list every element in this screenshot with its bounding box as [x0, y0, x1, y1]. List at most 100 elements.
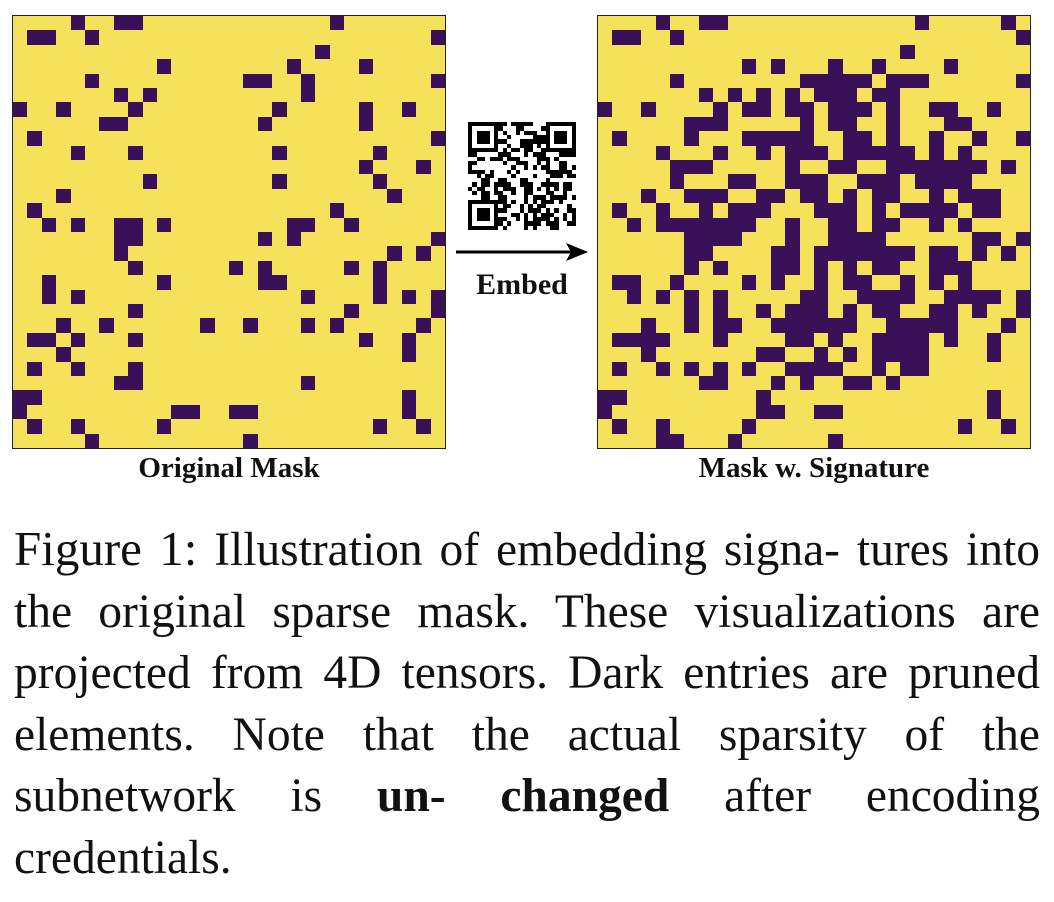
mask-cell	[871, 404, 886, 420]
mask-cell	[842, 174, 858, 189]
mask-cell	[272, 361, 287, 376]
qr-module	[480, 178, 486, 183]
mask-cell	[41, 289, 57, 304]
mask-cell	[1001, 260, 1016, 276]
mask-cell	[286, 289, 301, 304]
mask-cell	[315, 188, 330, 204]
mask-cell	[756, 433, 771, 448]
mask-cell	[41, 188, 57, 204]
mask-cell	[914, 361, 930, 376]
qr-module	[468, 204, 473, 209]
mask-cell	[684, 131, 699, 146]
mask-cell	[1015, 188, 1030, 204]
qr-module	[545, 160, 551, 166]
mask-cell	[416, 231, 431, 247]
mask-cell	[27, 145, 42, 160]
mask-cell	[1001, 102, 1016, 117]
mask-cell	[228, 332, 244, 348]
mask-cell	[41, 246, 57, 261]
qr-module	[498, 178, 503, 183]
mask-cell	[972, 246, 987, 261]
mask-cell	[70, 347, 85, 362]
qr-module	[558, 130, 564, 135]
mask-cell	[243, 174, 258, 189]
qr-module	[571, 122, 576, 127]
mask-cell	[770, 246, 786, 261]
mask-cell	[300, 375, 316, 391]
mask-cell	[957, 131, 973, 146]
mask-cell	[713, 174, 728, 189]
mask-cell	[70, 188, 85, 204]
qr-module	[480, 147, 486, 153]
mask-cell	[741, 87, 757, 103]
mask-cell	[416, 361, 431, 376]
mask-cell	[142, 332, 157, 348]
mask-cell	[813, 361, 829, 376]
mask-cell	[972, 16, 987, 31]
qr-module	[515, 134, 520, 140]
mask-cell	[684, 203, 699, 218]
qr-module	[554, 152, 559, 157]
mask-cell	[669, 131, 685, 146]
mask-cell	[842, 203, 858, 218]
mask-cell	[1001, 145, 1016, 160]
qr-module	[480, 195, 486, 200]
mask-cell	[684, 231, 699, 247]
mask-cell	[684, 30, 699, 45]
mask-cell	[986, 246, 1002, 261]
mask-cell	[986, 303, 1002, 319]
mask-cell	[1001, 347, 1016, 362]
mask-cell	[300, 390, 316, 405]
qr-module	[489, 212, 494, 218]
mask-cell	[828, 260, 843, 276]
mask-cell	[842, 16, 858, 31]
mask-cell	[200, 419, 215, 434]
mask-cell	[943, 30, 958, 45]
qr-module	[524, 199, 529, 205]
mask-cell	[756, 419, 771, 434]
mask-cell	[612, 275, 627, 290]
mask-cell	[655, 303, 670, 319]
mask-cell	[358, 361, 373, 376]
mask-cell	[300, 347, 316, 362]
mask-cell	[329, 347, 345, 362]
mask-cell	[655, 332, 670, 348]
mask-cell	[329, 375, 345, 391]
mask-cell	[243, 246, 258, 261]
mask-cell	[813, 217, 829, 232]
qr-module	[480, 191, 486, 196]
mask-cell	[142, 203, 157, 218]
mask-cell	[799, 231, 814, 247]
mask-cell	[430, 318, 445, 333]
mask-cell	[113, 203, 129, 218]
mask-cell	[785, 347, 800, 362]
mask-cell	[986, 116, 1002, 132]
mask-cell	[344, 419, 359, 434]
mask-cell	[113, 102, 129, 117]
mask-cell	[228, 73, 244, 88]
mask-cell	[1001, 203, 1016, 218]
qr-module	[550, 212, 555, 218]
qr-module	[545, 165, 551, 170]
qr-module	[498, 186, 503, 192]
mask-cell	[727, 390, 742, 405]
qr-module	[524, 191, 529, 196]
mask-cell	[387, 419, 402, 434]
mask-cell	[943, 347, 958, 362]
mask-cell	[70, 174, 85, 189]
mask-cell	[156, 174, 172, 189]
mask-cell	[243, 361, 258, 376]
qr-module	[519, 169, 525, 174]
mask-cell	[900, 73, 915, 88]
mask-cell	[943, 188, 958, 204]
mask-cell	[785, 361, 800, 376]
mask-cell	[684, 73, 699, 88]
mask-cell	[972, 318, 987, 333]
mask-cell	[171, 30, 186, 45]
mask-cell	[857, 30, 872, 45]
mask-cell	[113, 145, 129, 160]
mask-cell	[128, 16, 143, 31]
mask-cell	[799, 59, 814, 74]
qr-module	[489, 139, 494, 144]
qr-module	[480, 139, 486, 144]
